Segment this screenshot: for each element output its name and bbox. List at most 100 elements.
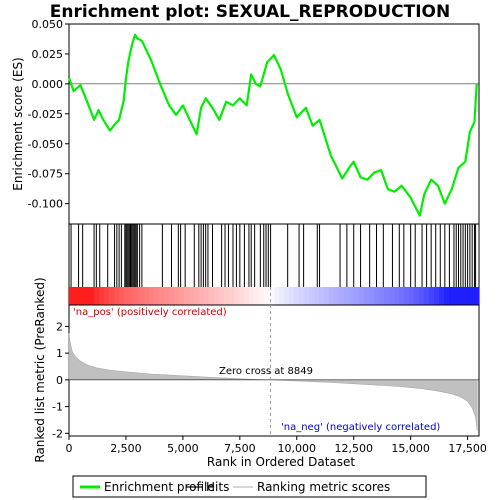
color-bar-segment [159,287,165,305]
color-bar-segment [244,287,250,305]
color-bar-segment [414,287,420,305]
color-bar-segment [399,287,405,305]
es-y-ticks: 0.050 0.025 0.000 -0.025 -0.050 -0.075 -0.100 [28,18,69,211]
color-bar-segment [454,287,460,305]
rank-y-tick-label: -1 [52,401,63,414]
ranked-list-color-bar [69,287,480,305]
enrichment-profile-line [67,33,478,217]
rank-y-tick-label: -2 [52,427,63,440]
color-bar-segment [369,287,375,305]
color-bar-segment [354,287,360,305]
zero-cross-label: Zero cross at 8849 [219,366,313,377]
color-bar-segment [269,287,275,305]
color-bar-segment [229,287,235,305]
positive-correlation-label: 'na_pos' (positively correlated) [73,307,227,318]
color-bar-segment [474,287,480,305]
enrichment-score-panel: 0.0500.0250.000-0.025-0.050-0.075-0.100 … [11,18,480,225]
color-bar-segment [289,287,295,305]
x-tick-label: 10,000 [278,442,317,455]
color-bar-segment [254,287,260,305]
color-bar-segment [179,287,185,305]
color-bar-segment [384,287,390,305]
color-bar-segment [459,287,465,305]
color-bar-segment [434,287,440,305]
es-y-tick-label: -0.050 [28,138,63,151]
legend-label: Hits [206,480,229,494]
color-bar-segment [349,287,355,305]
color-bar-segment [139,287,145,305]
color-bar-segment [74,287,80,305]
color-bar-segment [319,287,325,305]
color-bar-segment [389,287,395,305]
color-bar-segment [224,287,230,305]
color-bar-segment [314,287,320,305]
color-bar-segment [149,287,155,305]
rank-y-tick-label: 2 [56,320,63,333]
negative-correlation-label: 'na_neg' (negatively correlated) [281,422,440,433]
color-bar-segment [84,287,90,305]
color-bar-segment [379,287,385,305]
chart-title: Enrichment plot: SEXUAL_REPRODUCTION [50,2,450,22]
x-tick-label: 2,500 [110,442,142,455]
color-bar-segment [429,287,435,305]
color-bar-segment [124,287,130,305]
x-axis-ticks: 0 2,500 5,000 7,500 10,000 12,500 15,000 17,500 [66,436,487,455]
color-bar-segment [469,287,475,305]
rank-plot-frame [68,304,480,437]
hit-lines [70,224,477,287]
color-bar-segment [144,287,150,305]
color-bar-segment [89,287,95,305]
x-axis-label: Rank in Ordered Dataset [207,455,355,469]
x-tick-label: 17,500 [448,442,487,455]
color-bar-segment [464,287,470,305]
color-bar-segment [419,287,425,305]
es-y-tick-label: -0.100 [28,198,63,211]
color-bar-segment [409,287,415,305]
legend-label: Enrichment profile [104,480,215,494]
color-bar-segment [134,287,140,305]
color-bar-segment [129,287,135,305]
color-bar-segment [194,287,200,305]
color-bar-segment [94,287,100,305]
color-bar-segment [374,287,380,305]
color-bar-segment [79,287,85,305]
color-bar-segment [114,287,120,305]
color-bar-segment [404,287,410,305]
x-tick-label: 0 [66,442,73,455]
x-tick-label: 5,000 [167,442,199,455]
color-bar-segment [184,287,190,305]
rank-y-ticks: 2 1 0 -1 -2 [52,320,69,440]
color-bar-segment [294,287,300,305]
x-tick-label: 15,000 [391,442,430,455]
color-bar-segment [359,287,365,305]
color-bar-segment [234,287,240,305]
color-bar-segment [329,287,335,305]
color-bar-segment [304,287,310,305]
color-bar-segment [284,287,290,305]
es-y-tick-label: 0.025 [32,48,64,61]
color-bar-segment [199,287,205,305]
color-bar-segment [274,287,280,305]
color-bar-segment [99,287,105,305]
color-bar-segment [249,287,255,305]
color-bar-segment [334,287,340,305]
ranking-metric-panel: 2 1 0 -1 -2 'na_pos' (positively correlated)… [33,277,480,463]
color-bar-segment [174,287,180,305]
color-bar-segment [339,287,345,305]
color-bar-segment [69,287,75,305]
color-bar-segment [424,287,430,305]
rank-y-tick-label: 0 [56,374,63,387]
color-bar-segment [309,287,315,305]
color-bar-segment [204,287,210,305]
es-y-tick-label: -0.075 [28,168,63,181]
hits-panel [68,223,480,306]
color-bar-segment [209,287,215,305]
es-y-tick-label: -0.025 [28,108,63,121]
color-bar-segment [324,287,330,305]
color-bar-segment [189,287,195,305]
color-bar-segment [164,287,170,305]
color-bar-segment [439,287,445,305]
es-y-tick-label: 0.000 [32,78,64,91]
